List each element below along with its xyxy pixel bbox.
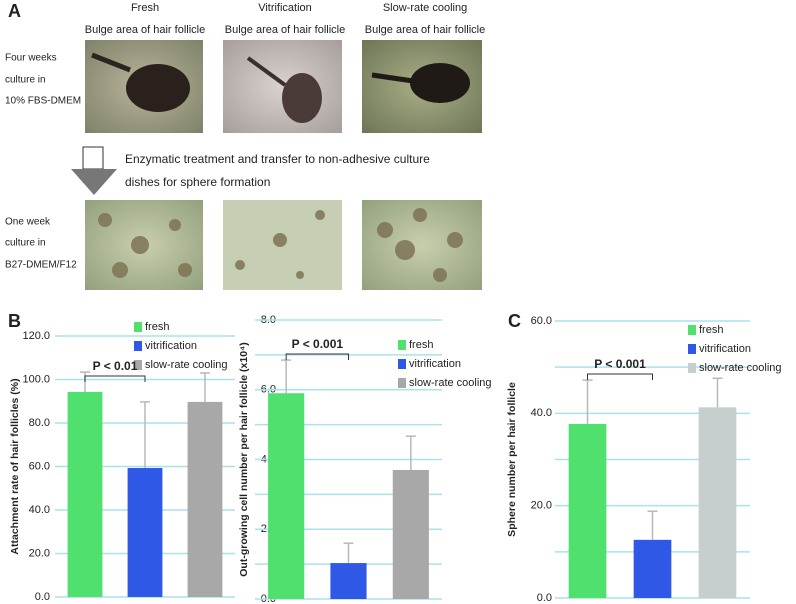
legend-label: fresh bbox=[145, 321, 169, 333]
follicle bbox=[126, 64, 190, 112]
significance-bracket bbox=[587, 373, 653, 380]
legend-swatch bbox=[134, 322, 142, 332]
panel-label: A bbox=[8, 1, 21, 21]
bar bbox=[127, 468, 163, 597]
y-tick-label: 60.0 bbox=[531, 315, 552, 327]
y-tick-label: 20.0 bbox=[29, 547, 50, 559]
legend-label: fresh bbox=[699, 324, 723, 336]
legend-label: slow-rate cooling bbox=[145, 359, 228, 371]
row-label: Four weeks bbox=[5, 53, 57, 64]
arrow-shaft bbox=[82, 146, 104, 170]
follicle bbox=[282, 73, 322, 123]
column-header: Vitrification bbox=[258, 2, 312, 14]
follicle bbox=[91, 52, 131, 73]
row-label: culture in bbox=[5, 75, 46, 86]
significance-bracket bbox=[84, 375, 146, 382]
y-tick-label: 40.0 bbox=[29, 504, 50, 516]
arrow-text: Enzymatic treatment and transfer to non-… bbox=[125, 152, 430, 166]
y-tick-label: 60.0 bbox=[29, 460, 50, 472]
photo bbox=[223, 40, 342, 133]
row-label: B27-DMEM/F12 bbox=[5, 260, 77, 271]
y-axis-label: Sphere number per hair follicle bbox=[506, 382, 518, 537]
images bbox=[85, 40, 482, 290]
annotation: P < 0.001 bbox=[594, 357, 646, 371]
arrow-text: dishes for sphere formation bbox=[125, 175, 270, 189]
column-subtitle: Bulge area of hair follicle bbox=[365, 24, 485, 36]
y-tick-label: 80.0 bbox=[29, 417, 50, 429]
row-label: One week bbox=[5, 217, 51, 228]
legend-swatch bbox=[398, 359, 406, 369]
y-axis-label: Out-growing cell number per hair follicl… bbox=[238, 342, 250, 576]
bar bbox=[392, 469, 429, 599]
row-label: culture in bbox=[5, 238, 46, 249]
legend-swatch bbox=[688, 325, 696, 335]
legend-label: slow-rate cooling bbox=[699, 362, 782, 374]
annotation: P < 0.01 bbox=[93, 359, 138, 373]
y-tick-label: 0.0 bbox=[537, 592, 552, 604]
legend-label: slow-rate cooling bbox=[409, 377, 492, 389]
legend-label: vitrification bbox=[145, 340, 197, 352]
row-label: 10% FBS-DMEM bbox=[5, 96, 81, 107]
legend-swatch bbox=[134, 360, 142, 370]
bar bbox=[330, 563, 367, 599]
y-tick-label: 120.0 bbox=[22, 330, 50, 342]
legend-swatch bbox=[398, 340, 406, 350]
spheres bbox=[98, 208, 463, 282]
y-tick-label: 40.0 bbox=[531, 407, 552, 419]
column-header: Slow-rate cooling bbox=[383, 2, 467, 14]
bar bbox=[187, 401, 223, 597]
panel-label: C bbox=[508, 311, 521, 331]
bar bbox=[633, 539, 672, 598]
follicle bbox=[246, 56, 287, 87]
bar bbox=[268, 393, 305, 599]
column-subtitle: Bulge area of hair follicle bbox=[225, 24, 345, 36]
legend-swatch bbox=[134, 341, 142, 351]
significance-bracket bbox=[285, 353, 349, 360]
column-subtitle: Bulge area of hair follicle bbox=[85, 24, 205, 36]
legend-swatch bbox=[398, 378, 406, 388]
panel-label: B bbox=[8, 311, 21, 331]
y-tick-label: 20.0 bbox=[531, 500, 552, 512]
legend-label: vitrification bbox=[409, 358, 461, 370]
legend-swatch bbox=[688, 344, 696, 354]
column-header: Fresh bbox=[131, 2, 159, 14]
annotation: P < 0.001 bbox=[292, 337, 344, 351]
follicle bbox=[410, 63, 470, 103]
bar bbox=[67, 391, 103, 597]
y-tick-label: 0.0 bbox=[35, 591, 50, 603]
bar bbox=[568, 423, 607, 598]
y-axis-label: Attachment rate of hair follicles (%) bbox=[9, 378, 21, 554]
legend-label: vitrification bbox=[699, 343, 751, 355]
arrow bbox=[71, 146, 117, 195]
arrow-head bbox=[71, 169, 117, 195]
legend-swatch bbox=[688, 363, 696, 373]
bar bbox=[698, 407, 737, 598]
legend-label: fresh bbox=[409, 339, 433, 351]
y-tick-label: 100.0 bbox=[22, 373, 50, 385]
